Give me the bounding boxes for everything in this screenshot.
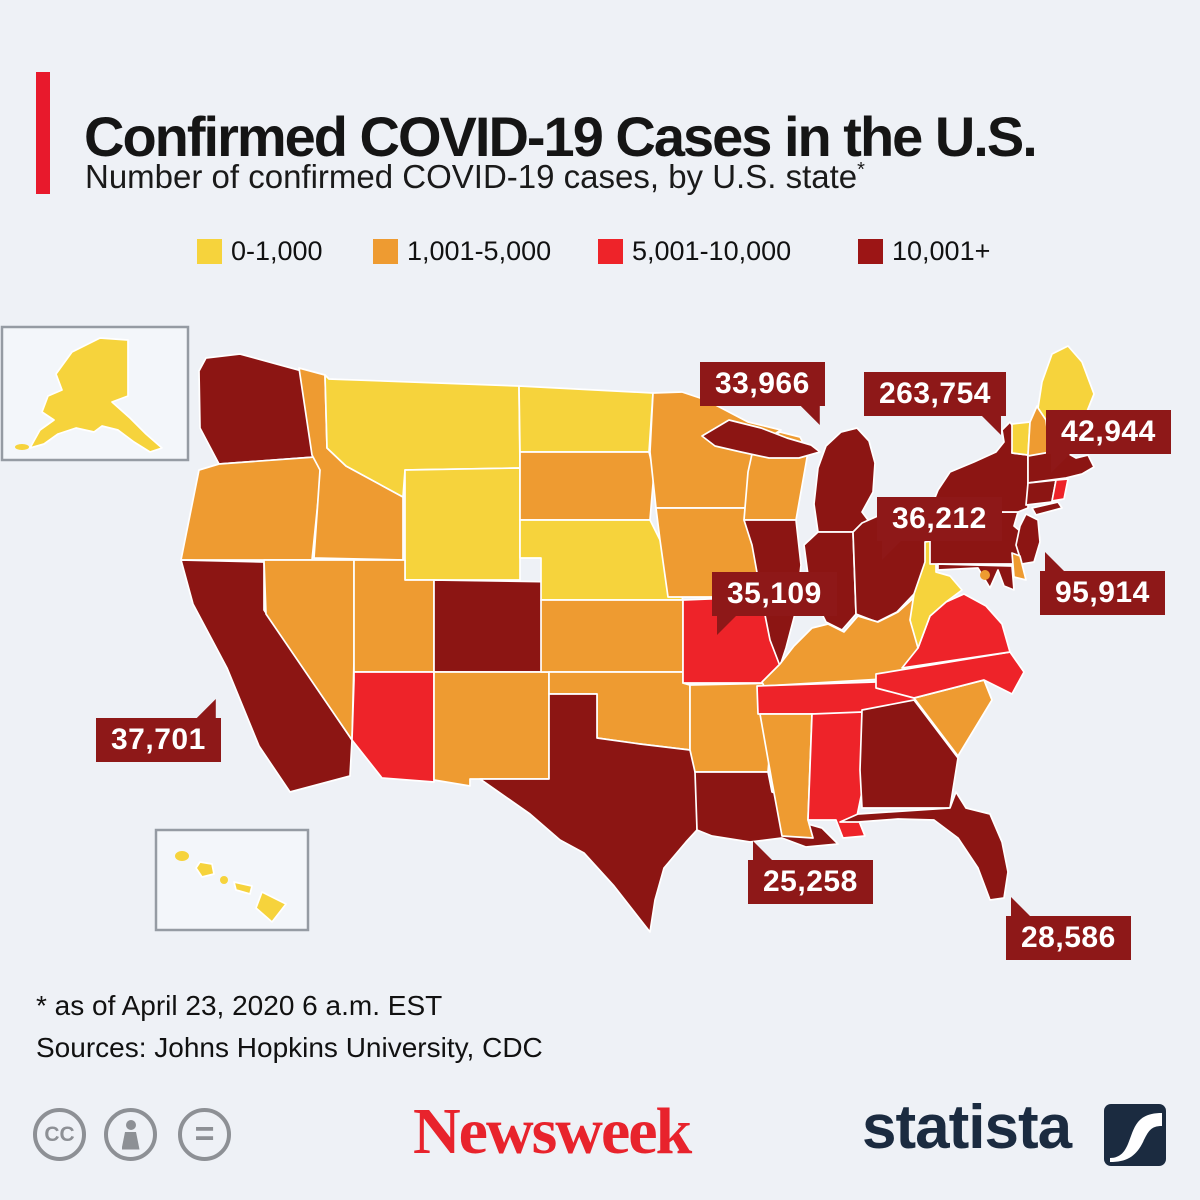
state-KS [540, 599, 684, 673]
state-HI-island [255, 891, 287, 923]
state-HI-island [175, 851, 189, 861]
footnote-mark: * [857, 159, 865, 181]
state-CT [1025, 479, 1057, 506]
legend-label: 0-1,000 [231, 236, 323, 266]
newsweek-logo: Newsweek [413, 1095, 692, 1168]
state-NM [433, 671, 550, 787]
statista-logo-icon [1104, 1104, 1166, 1166]
state-HI-island [233, 881, 253, 895]
state-AK [29, 337, 163, 453]
state-WY [404, 467, 521, 581]
state-OR [180, 456, 322, 561]
state-VT [1011, 421, 1031, 456]
state-FL [839, 791, 1009, 901]
state-NY-long-island [1031, 501, 1063, 516]
creative-commons-icon: CC [33, 1108, 86, 1161]
state-AK-aleutian [15, 444, 29, 450]
callout-michigan: 33,966 [700, 362, 825, 406]
callout-pennsylvania: 36,212 [877, 497, 1002, 541]
statista-logo: statista [862, 1093, 1072, 1162]
callout-massachusetts: 42,944 [1046, 410, 1171, 454]
state-DC-marker [980, 570, 990, 580]
callout-california: 37,701 [96, 718, 221, 762]
legend-label: 1,001-5,000 [407, 236, 552, 266]
state-NY [929, 421, 1029, 513]
callout-new-jersey: 95,914 [1040, 571, 1165, 615]
state-WV [909, 539, 963, 649]
sources-line: Sources: Johns Hopkins University, CDC [36, 1032, 543, 1063]
legend-swatch-yellow [197, 239, 222, 264]
state-AZ [351, 671, 435, 783]
no-derivatives-icon: = [178, 1108, 231, 1161]
callout-florida: 28,586 [1006, 916, 1131, 960]
page-title: Confirmed COVID-19 Cases in the U.S. [84, 104, 1038, 168]
legend-item-5001-10000: 5,001-10,000 [598, 236, 791, 267]
legend-item-0-1000: 0-1,000 [197, 236, 323, 267]
state-MI-up [701, 419, 821, 459]
attribution-person-icon [104, 1108, 157, 1161]
date-footnote: * as of April 23, 2020 6 a.m. EST [36, 990, 443, 1021]
state-TX [479, 693, 698, 933]
subtitle: Number of confirmed COVID-19 cases, by U… [85, 158, 865, 195]
state-MI [813, 427, 876, 533]
state-HI-island [195, 861, 215, 878]
accent-bar [36, 72, 50, 194]
state-DE [1011, 552, 1027, 581]
state-CA [180, 559, 353, 793]
state-MD [937, 563, 1015, 591]
callout-new-york: 263,754 [864, 372, 1006, 416]
callout-louisiana: 25,258 [748, 860, 873, 904]
state-HI-island [220, 876, 228, 884]
legend-swatch-darkred [858, 239, 883, 264]
legend-swatch-orange [373, 239, 398, 264]
state-ND [518, 385, 654, 453]
state-RI [1051, 478, 1069, 502]
legend-label: 5,001-10,000 [632, 236, 792, 266]
legend-swatch-red [598, 239, 623, 264]
state-NJ [1015, 513, 1041, 565]
legend-item-1001-5000: 1,001-5,000 [373, 236, 551, 267]
callout-illinois: 35,109 [712, 572, 837, 616]
state-NC [875, 651, 1025, 699]
legend-label: 10,001+ [892, 236, 991, 266]
legend-item-10001plus: 10,001+ [858, 236, 990, 267]
state-SD [519, 451, 655, 521]
hawaii-inset-box [154, 828, 310, 932]
